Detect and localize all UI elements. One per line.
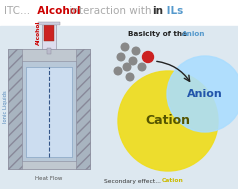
Text: ILs: ILs [163, 6, 183, 16]
Circle shape [114, 67, 122, 75]
Circle shape [121, 43, 129, 51]
Circle shape [143, 51, 154, 63]
Circle shape [118, 71, 218, 171]
Text: Cation: Cation [162, 178, 184, 184]
Bar [47, 48, 51, 54]
Bar [38, 22, 60, 25]
Circle shape [126, 73, 134, 81]
Text: Alcohol: Alcohol [35, 21, 40, 45]
Circle shape [167, 56, 238, 132]
Text: interaction with: interaction with [66, 6, 155, 16]
Text: Heat Flow: Heat Flow [35, 177, 63, 181]
Circle shape [129, 57, 137, 65]
Bar [26, 67, 72, 157]
Circle shape [138, 63, 146, 71]
Circle shape [132, 47, 140, 55]
Bar [44, 25, 54, 41]
Bar [8, 49, 90, 169]
Circle shape [117, 53, 125, 61]
Circle shape [123, 63, 131, 71]
Bar [0, 26, 238, 189]
Text: Anion: Anion [182, 31, 205, 37]
Text: Basicity of the: Basicity of the [128, 31, 189, 37]
Bar [8, 49, 22, 169]
Bar [0, 0, 238, 26]
Text: Alcohol: Alcohol [30, 6, 81, 16]
Text: Secondary effect...: Secondary effect... [104, 178, 163, 184]
Text: ITC...: ITC... [4, 6, 30, 16]
Bar [22, 61, 76, 161]
Bar [42, 23, 56, 49]
Text: Anion: Anion [187, 89, 223, 99]
Text: Cation: Cation [145, 115, 190, 128]
Text: Ionic Liquids: Ionic Liquids [3, 91, 8, 123]
Bar [76, 49, 90, 169]
Text: in: in [152, 6, 163, 16]
